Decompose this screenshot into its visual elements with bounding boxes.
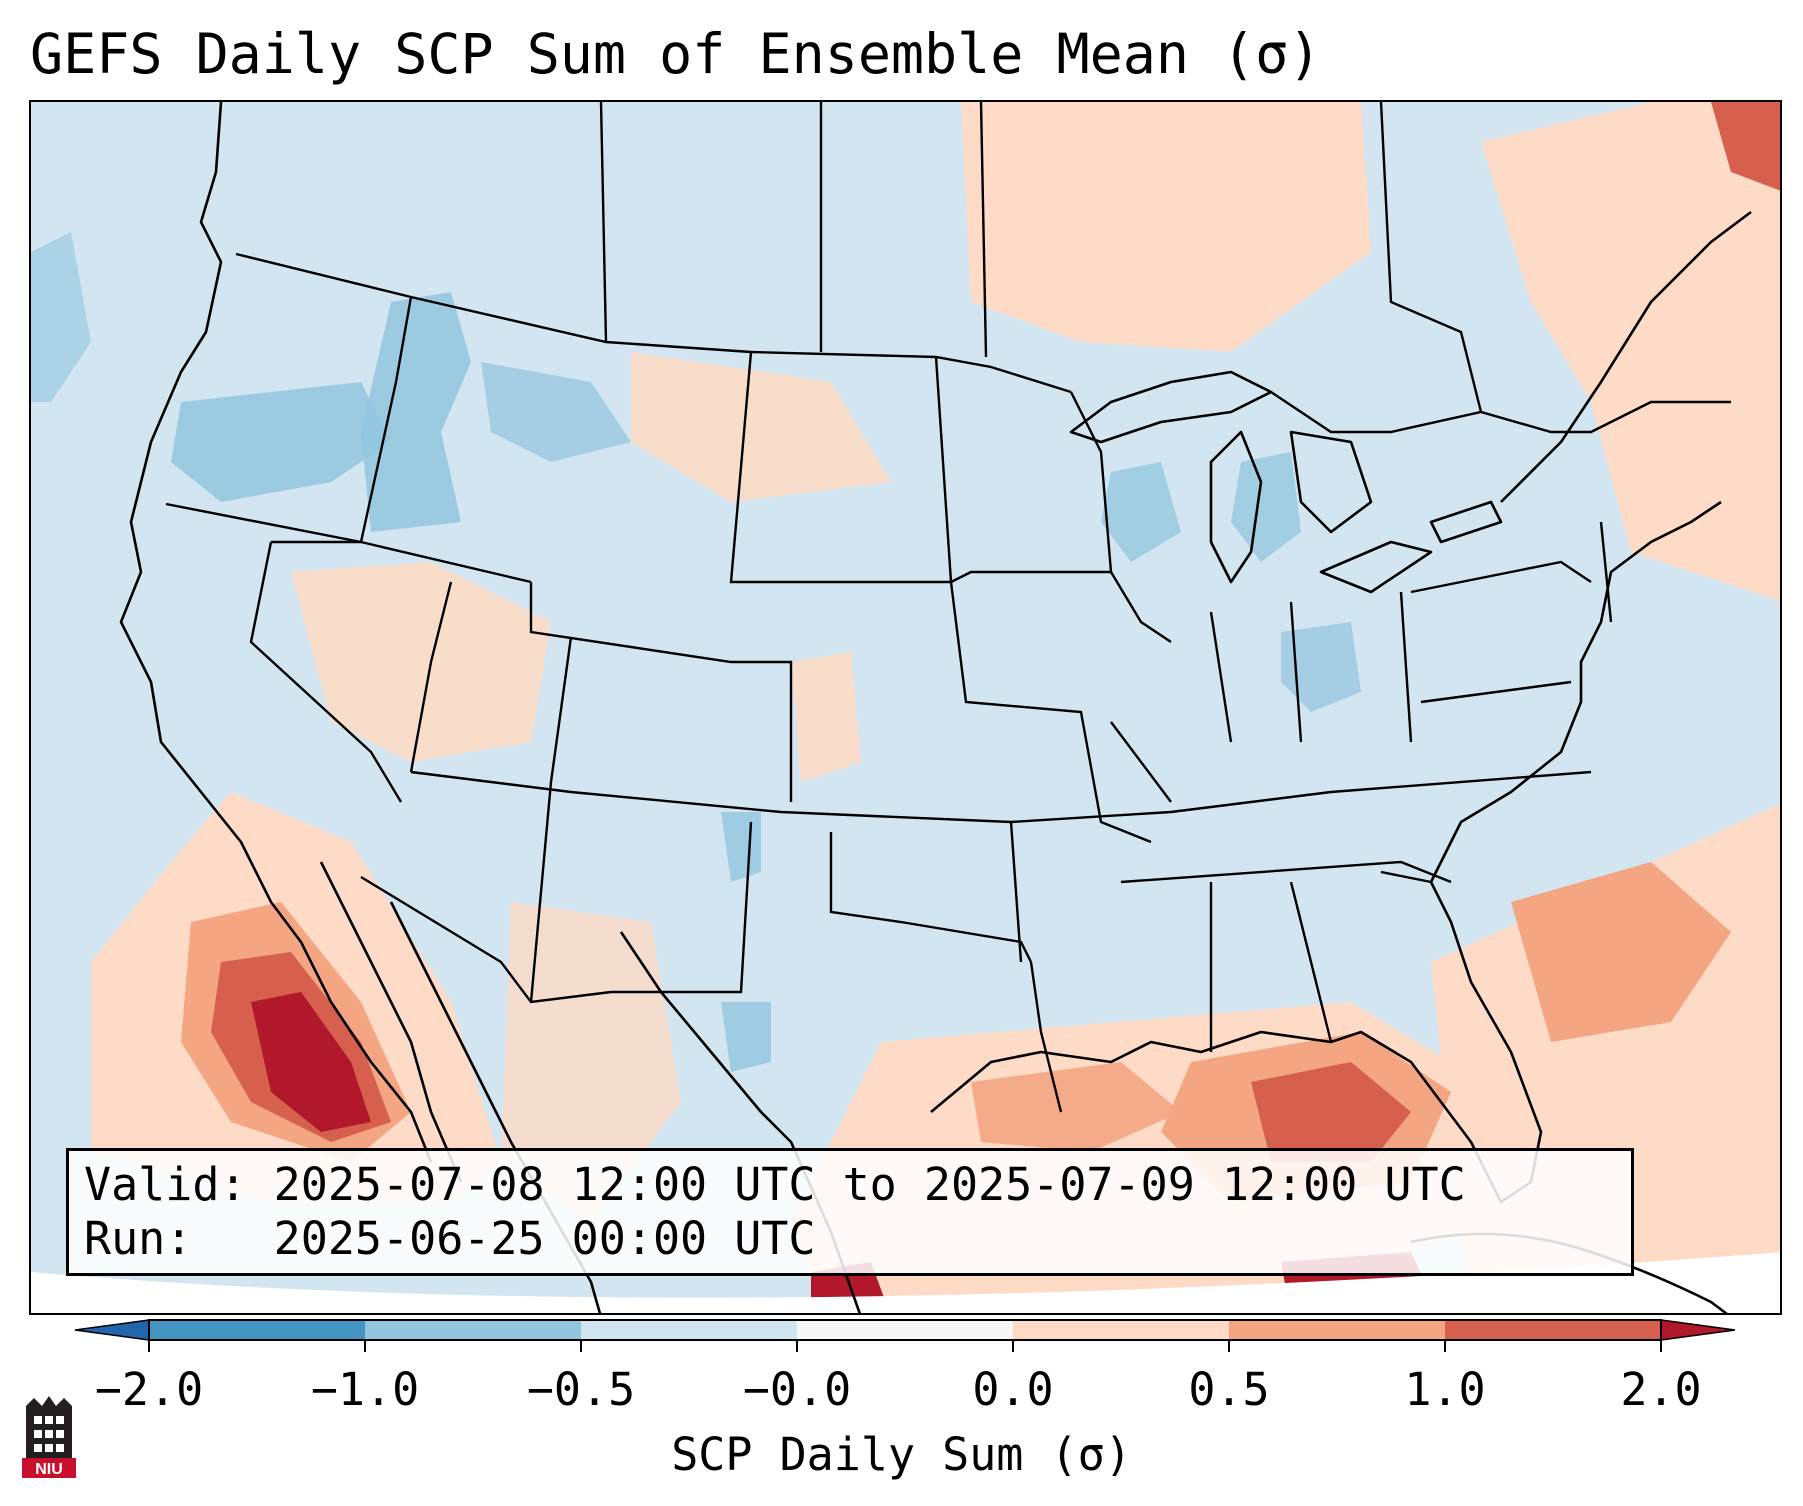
great-lake-michigan bbox=[1209, 430, 1263, 584]
colorbar-tick-label: 0.5 bbox=[1188, 1363, 1270, 1416]
map-title: GEFS Daily SCP Sum of Ensemble Mean (σ) bbox=[30, 22, 1322, 86]
anomaly-cell-light-red bbox=[291, 562, 551, 762]
gulf-coast-north bbox=[930, 1030, 1443, 1113]
border bbox=[599, 102, 608, 343]
niu-logo: NIU bbox=[22, 1396, 76, 1478]
baja-california-coastline bbox=[299, 941, 433, 1163]
border bbox=[529, 636, 573, 1003]
great-lake-ontario bbox=[1429, 500, 1503, 544]
border bbox=[1380, 870, 1432, 884]
border bbox=[1289, 881, 1333, 1043]
mexico-mainland-coast bbox=[389, 901, 602, 1313]
colorbar-tick-label: −0.5 bbox=[526, 1363, 636, 1416]
anomaly-cell-medium-red bbox=[971, 1062, 1181, 1152]
anomaly-cell-blue bbox=[481, 362, 631, 462]
border bbox=[1029, 961, 1063, 1113]
border bbox=[1599, 521, 1613, 623]
colorbar-bin bbox=[149, 1320, 366, 1340]
anomaly-cell-blue bbox=[31, 232, 91, 402]
border bbox=[979, 102, 988, 358]
st-lawrence bbox=[1500, 210, 1752, 503]
anomaly-cell-blue bbox=[721, 812, 761, 882]
anomaly-cell-extreme-red bbox=[251, 992, 371, 1132]
atlantic-coastline bbox=[1429, 500, 1722, 883]
anomaly-cell-light-red bbox=[501, 902, 681, 1222]
valid-time-box: Valid: 2025-07-08 12:00 UTC to 2025-07-0… bbox=[66, 1148, 1634, 1276]
colorbar bbox=[74, 1319, 1736, 1352]
colorbar-tick-label: −2.0 bbox=[94, 1363, 204, 1416]
colorbar-ticks bbox=[148, 1340, 1662, 1352]
border bbox=[1110, 721, 1172, 803]
border bbox=[1120, 860, 1452, 884]
state-borders bbox=[165, 102, 1731, 1113]
colorbar-bin bbox=[581, 1320, 798, 1340]
anomaly-cell-strong-red bbox=[1251, 1062, 1411, 1162]
anomaly-cell-strong-red bbox=[1711, 102, 1780, 191]
valid-time-line: Valid: 2025-07-08 12:00 UTC to 2025-07-0… bbox=[84, 1158, 1466, 1211]
border bbox=[934, 356, 953, 583]
colorbar-bin bbox=[1229, 1320, 1446, 1340]
scp-map bbox=[31, 102, 1780, 1313]
colorbar-tick-label: −1.0 bbox=[310, 1363, 420, 1416]
border bbox=[611, 821, 753, 994]
border bbox=[1410, 560, 1592, 594]
colorbar-tick-label: 1.0 bbox=[1404, 1363, 1486, 1416]
run-time-line: Run: 2025-06-25 00:00 UTC bbox=[84, 1212, 816, 1265]
border bbox=[829, 832, 1033, 963]
colorbar-outline bbox=[148, 1319, 1662, 1341]
great-lake-huron bbox=[1289, 430, 1373, 534]
border bbox=[1379, 102, 1483, 413]
border bbox=[949, 581, 1152, 844]
colorbar-under-arrow bbox=[74, 1319, 150, 1341]
anomaly-cell-medium-red bbox=[1511, 862, 1731, 1042]
border bbox=[1289, 601, 1303, 743]
gulf-of-california-coast bbox=[319, 861, 463, 1183]
border bbox=[410, 770, 1012, 824]
border bbox=[1270, 391, 1731, 434]
border bbox=[249, 541, 403, 803]
anomaly-cell-light-red bbox=[1481, 102, 1780, 601]
anomaly-cell-blue bbox=[1281, 622, 1361, 712]
border bbox=[1399, 591, 1413, 743]
anomaly-cell-blue bbox=[171, 382, 391, 502]
colorbar-tick-label: −0.0 bbox=[742, 1363, 852, 1416]
anomaly-cell-blue bbox=[1231, 452, 1301, 562]
off-domain-area bbox=[31, 1252, 1780, 1313]
great-lake-erie bbox=[1319, 540, 1433, 594]
border bbox=[729, 351, 951, 584]
anomaly-cell-blue bbox=[721, 1002, 771, 1072]
colorbar-bin bbox=[1445, 1320, 1662, 1340]
border bbox=[1010, 770, 1592, 824]
anomaly-cell-light-red bbox=[631, 352, 891, 502]
colorbar-tick-label: 0.0 bbox=[972, 1363, 1054, 1416]
colorbar-bins bbox=[149, 1320, 1662, 1340]
colorbar-label: SCP Daily Sum (σ) bbox=[671, 1428, 1132, 1481]
colorbar-tick-label: 2.0 bbox=[1620, 1363, 1702, 1416]
anomaly-cell-blue bbox=[361, 292, 471, 532]
logo-text: NIU bbox=[35, 1461, 63, 1478]
border bbox=[1069, 391, 1113, 573]
border bbox=[271, 296, 413, 544]
anomaly-cell-light-red bbox=[791, 652, 861, 782]
border bbox=[529, 582, 793, 802]
logo-tower bbox=[26, 1396, 72, 1458]
border bbox=[409, 581, 453, 773]
anomaly-cell-light-red bbox=[961, 102, 1371, 352]
border bbox=[1209, 611, 1233, 743]
colorbar-over-arrow bbox=[1660, 1319, 1736, 1341]
positive-anomaly-areas bbox=[91, 102, 1780, 1313]
colorbar-bin bbox=[797, 1320, 1014, 1340]
border bbox=[1420, 680, 1572, 704]
border bbox=[1009, 821, 1023, 963]
logo-banner bbox=[22, 1458, 76, 1478]
map-panel bbox=[29, 100, 1782, 1315]
colorbar-bin bbox=[1013, 1320, 1230, 1340]
colorbar-bin bbox=[365, 1320, 582, 1340]
pacific-coastline bbox=[119, 102, 303, 943]
border bbox=[950, 570, 1172, 643]
border bbox=[360, 875, 612, 1004]
anomaly-cell-blue bbox=[1101, 462, 1181, 562]
